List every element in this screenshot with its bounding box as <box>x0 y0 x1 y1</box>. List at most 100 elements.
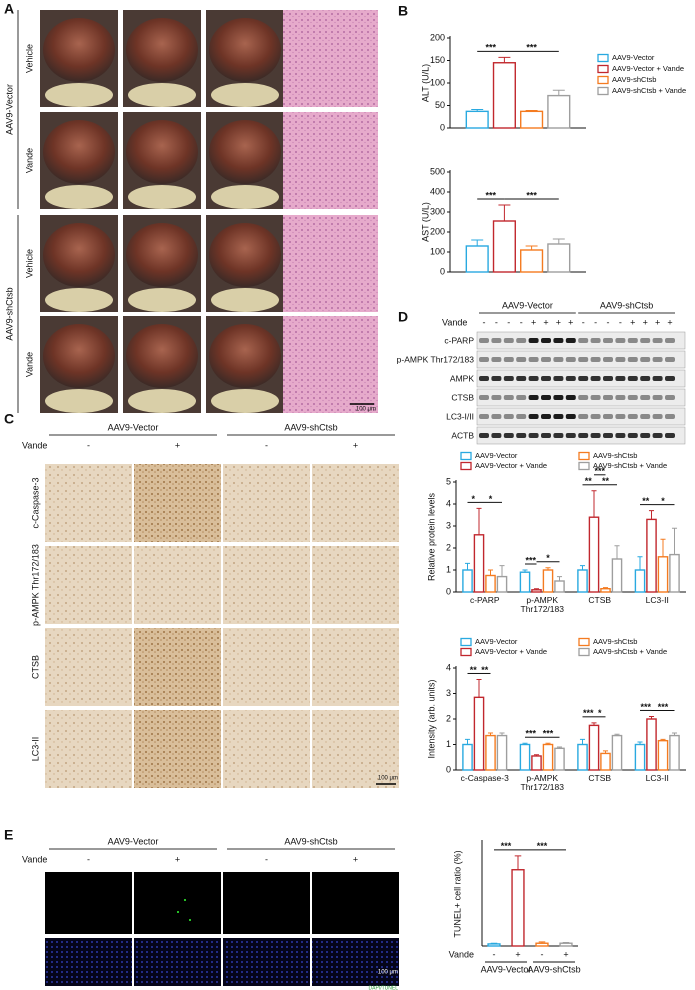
blot-band <box>590 338 601 343</box>
tunel-image <box>223 872 310 934</box>
y-tick-label: 0 <box>440 266 445 276</box>
error-bar <box>591 722 597 726</box>
significance-label: *** <box>526 190 537 200</box>
blot-label: AMPK <box>450 373 474 383</box>
bar <box>531 755 542 771</box>
bar <box>669 734 680 771</box>
y-tick-label: 3 <box>446 520 451 530</box>
legend-label: AAV9-shCtsb + Vande <box>593 647 667 656</box>
bar <box>519 743 531 771</box>
legend-swatch <box>460 461 472 471</box>
group-label: AAV9-shCtsb <box>284 836 337 846</box>
bar <box>496 734 508 771</box>
liver-photo <box>209 324 281 388</box>
blot-band <box>627 338 638 343</box>
group-label: AAV9-shCtsb <box>600 300 653 310</box>
liver-photo <box>43 120 115 184</box>
bar <box>492 220 516 273</box>
he-histology <box>283 112 378 209</box>
tunel-image <box>134 872 221 934</box>
y-axis-label: AST (U/L) <box>420 202 430 242</box>
y-tick-label: 5 <box>446 476 451 486</box>
blot-band <box>640 414 651 419</box>
bar <box>492 62 516 129</box>
legend-swatch <box>597 86 609 96</box>
blot-band <box>615 357 626 362</box>
significance-label: * <box>489 494 493 504</box>
x-tick-label: c-PARP <box>469 596 500 605</box>
blot-band <box>652 433 663 438</box>
error-bar <box>579 565 586 570</box>
error-bar <box>514 855 522 870</box>
blot-band <box>516 395 527 400</box>
blot-band <box>516 357 527 362</box>
y-tick-label: 0 <box>440 122 445 132</box>
blot-band <box>503 376 514 381</box>
x-tick-label-box: c-Caspase-3 <box>461 774 509 783</box>
bar <box>485 734 496 771</box>
liver-photo <box>211 288 279 312</box>
dapi-image <box>45 938 132 986</box>
error-bar <box>525 245 538 250</box>
blot-band <box>528 395 539 400</box>
treatment-sign: - <box>507 317 510 327</box>
group-label: AAV9-shCtsb <box>4 287 14 340</box>
scale-bar-label: 100 μm <box>356 407 376 413</box>
blot-band <box>665 414 675 419</box>
legend-swatch <box>597 64 609 74</box>
y-tick-label: 0 <box>446 764 451 774</box>
treatment-sign: - <box>483 317 486 327</box>
y-axis-label: ALT (U/L) <box>420 64 430 102</box>
bar <box>511 869 525 947</box>
x-axis-label: Vande <box>449 949 474 959</box>
error-bar <box>556 746 563 749</box>
ihc-image <box>223 464 310 542</box>
bar <box>542 743 554 771</box>
blot-band <box>627 376 638 381</box>
x-tick-label-box: p-AMPK Thr172/183 <box>521 774 564 792</box>
bar <box>485 574 496 593</box>
tunel-signal <box>177 911 179 913</box>
row-label: Vande <box>24 148 34 173</box>
blot-band <box>541 338 551 343</box>
blot-band <box>590 433 601 438</box>
ihc-image <box>312 628 399 706</box>
legend-swatch <box>578 451 590 461</box>
legend-swatch <box>460 637 472 647</box>
row-label: CTSB <box>30 655 40 679</box>
bar <box>535 942 549 947</box>
blot-band <box>603 433 613 438</box>
liver-photo <box>126 18 198 82</box>
x-tick-label: + <box>563 949 568 959</box>
blot-band <box>640 433 651 438</box>
significance-label: *** <box>594 466 605 476</box>
treatment-sign: + <box>353 854 358 864</box>
legend-label: AAV9-shCtsb + Vande <box>593 461 667 470</box>
treatment-sign: - <box>594 317 597 327</box>
error-bar <box>499 565 505 577</box>
blot-band <box>627 433 638 438</box>
x-tick-label-box: CTSB <box>588 774 611 783</box>
blot-band <box>516 338 527 343</box>
legend-label: AAV9-shCtsb + Vande <box>612 86 686 95</box>
bar <box>520 249 544 273</box>
blot-band <box>590 376 601 381</box>
blot-band <box>541 357 551 362</box>
treatment-sign: + <box>531 317 536 327</box>
blot-strip <box>476 331 686 350</box>
error-bar <box>538 941 546 944</box>
liver-photo <box>45 185 113 209</box>
legend-label: AAV9-shCtsb <box>593 451 637 460</box>
y-tick-label: 3 <box>446 688 451 698</box>
ihc-image <box>134 464 221 542</box>
row-label: Vehicle <box>24 44 34 73</box>
treatment-sign: + <box>667 317 672 327</box>
significance-label: ** <box>481 665 489 675</box>
row-label: Vande <box>24 352 34 377</box>
tunel-image <box>312 872 399 934</box>
significance-label: *** <box>583 708 594 718</box>
error-bar <box>471 109 484 112</box>
significance-label: * <box>546 553 550 563</box>
bar <box>465 110 489 129</box>
blot-band <box>491 414 502 419</box>
